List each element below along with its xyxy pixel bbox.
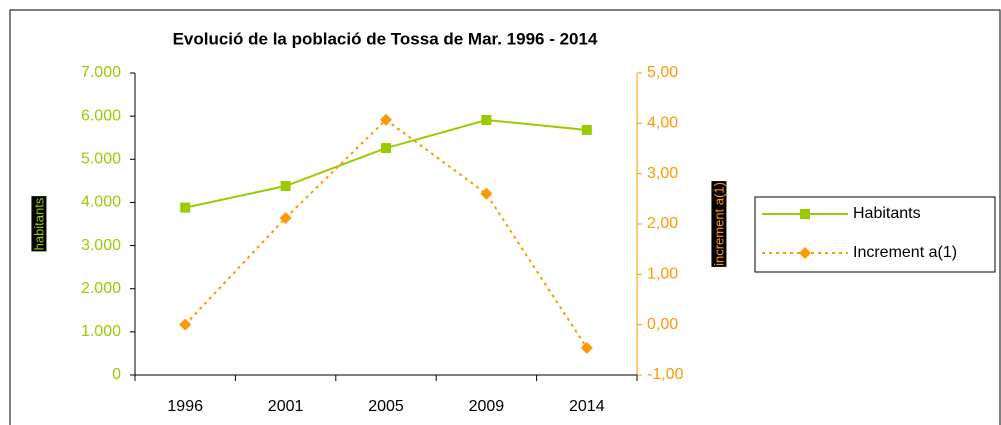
legend-box — [754, 196, 996, 273]
marker — [800, 209, 810, 219]
y2-axis-title-bg — [711, 181, 727, 267]
y2-tick-label: -1,00 — [647, 366, 684, 383]
chart-title: Evolució de la població de Tossa de Mar.… — [173, 29, 598, 48]
y-tick-label: 6.000 — [81, 107, 121, 124]
marker — [481, 115, 492, 126]
y2-tick-label: 1,00 — [647, 266, 678, 283]
y2-tick-label: 2,00 — [647, 215, 678, 232]
y-axis-title-bg — [31, 196, 47, 252]
marker — [280, 181, 291, 192]
x-tick-label: 2014 — [569, 398, 605, 415]
x-tick-label: 2005 — [368, 398, 404, 415]
x-tick-label: 1996 — [167, 398, 203, 415]
marker — [480, 187, 493, 200]
y-axis-title: habitants — [31, 197, 46, 250]
marker — [179, 318, 192, 331]
marker — [580, 341, 593, 354]
legend-label: Habitants — [853, 205, 921, 222]
x-tick-label: 2001 — [268, 398, 304, 415]
y-tick-label: 1.000 — [81, 323, 121, 340]
y2-tick-label: 0,00 — [647, 316, 678, 333]
y2-tick-label: 5,00 — [647, 64, 678, 81]
y2-axis-title: increment a(1) — [711, 182, 726, 266]
marker — [180, 202, 191, 213]
y-tick-label: 7.000 — [81, 64, 121, 81]
marker — [799, 247, 811, 259]
y-tick-label: 5.000 — [81, 151, 121, 168]
y-tick-label: 0 — [112, 366, 121, 383]
marker — [380, 113, 392, 126]
y-tick-label: 3.000 — [81, 237, 121, 254]
marker — [381, 143, 391, 154]
legend-label: Increment a(1) — [853, 244, 957, 261]
marker — [279, 211, 292, 224]
y-tick-label: 2.000 — [81, 280, 121, 297]
marker — [581, 124, 592, 135]
y2-tick-label: 3,00 — [647, 165, 678, 182]
y-tick-label: 4.000 — [81, 194, 121, 211]
y2-tick-label: 4,00 — [647, 115, 678, 132]
x-tick-label: 2009 — [469, 398, 505, 415]
